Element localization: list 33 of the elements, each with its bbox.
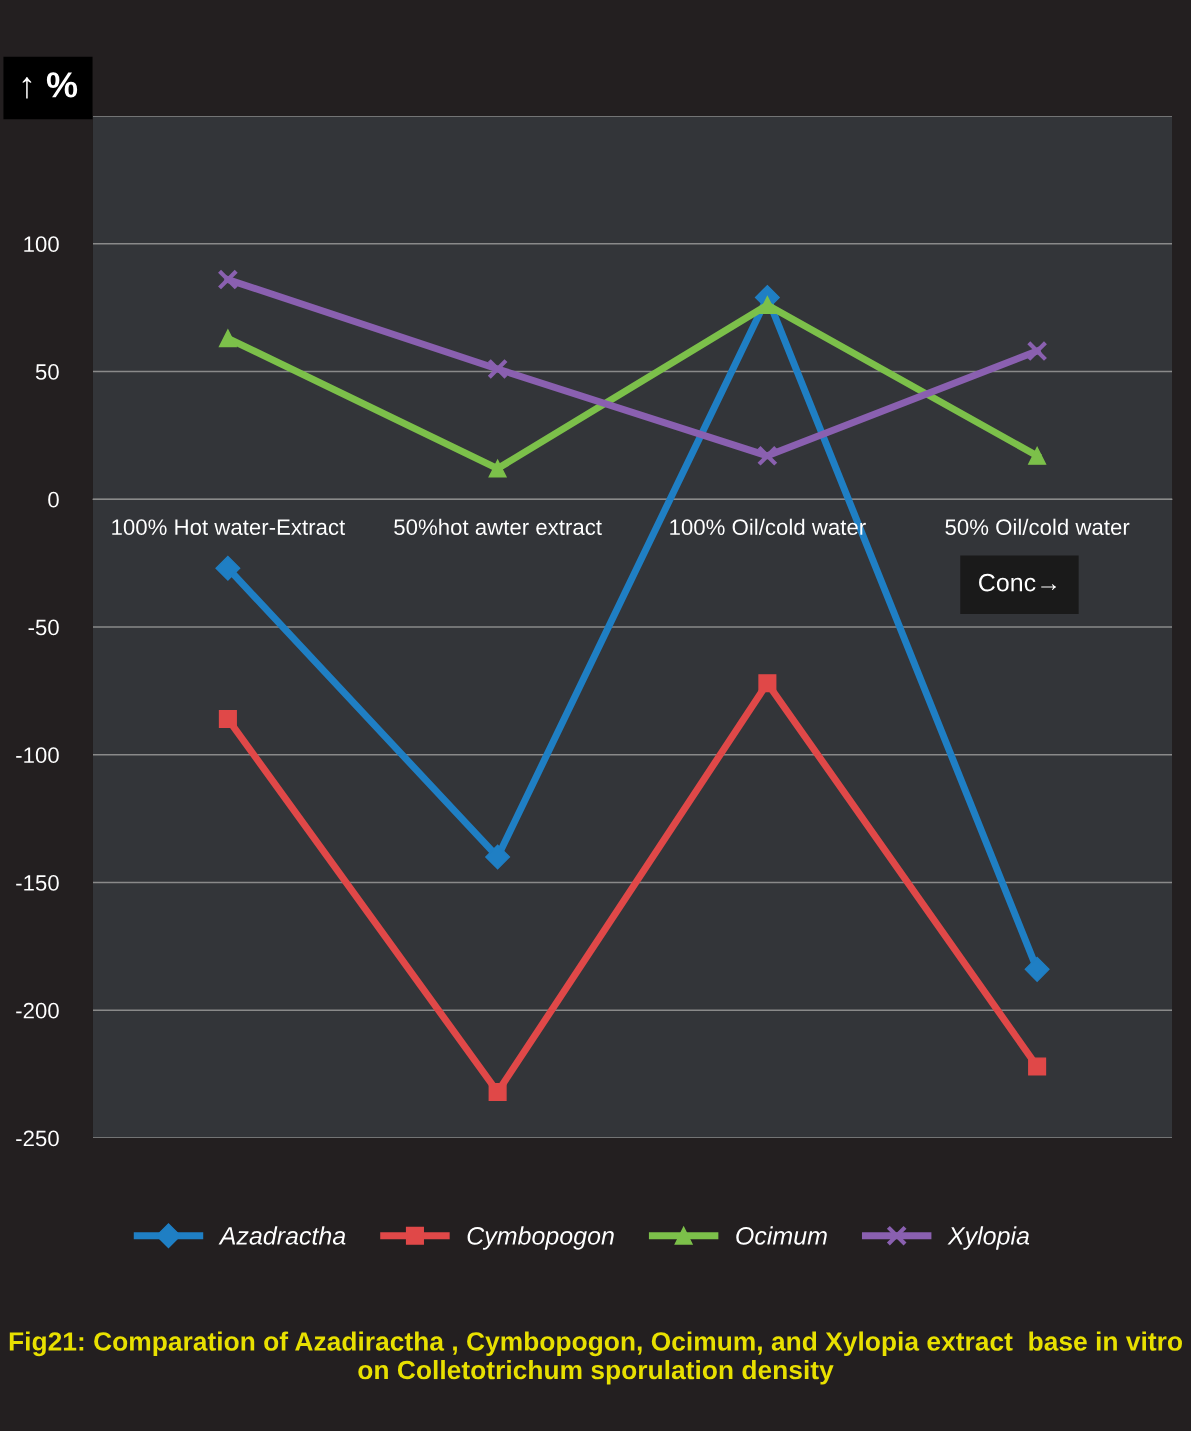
point (217, 269, 239, 290)
point (1026, 340, 1048, 362)
x-axis-title: Conc→ (979, 573, 1057, 592)
x-tick-label: 50%hot awter extract (394, 518, 602, 536)
y-tick-label: -150 (16, 875, 59, 891)
legend-label: Azadractha (218, 1226, 346, 1245)
point (488, 459, 507, 478)
point (758, 296, 777, 315)
point (487, 358, 509, 380)
legend-label: Ocimum (736, 1226, 827, 1245)
text: Fig21: Comparation of Azadiractha , Cymbopogon, Ocimum, and Xylopia extract base in vitro on Colletotrichum sporulation density (9, 1331, 1182, 1385)
y-tick-label: -200 (16, 1002, 59, 1019)
point (485, 844, 511, 870)
legend-label: Cymbopogon (467, 1226, 614, 1250)
x-tick-label: 100% Hot water-Extract (112, 519, 346, 536)
point (218, 709, 237, 729)
x-tick-label: 50% Oil/cold water (945, 518, 1130, 536)
y-tick-label: -100 (16, 747, 59, 764)
y-tick-label: 0 (48, 491, 59, 508)
point (1028, 446, 1047, 465)
y-tick-label: -50 (28, 619, 59, 636)
point (1028, 1057, 1047, 1076)
y-tick-label: 100 (24, 236, 59, 253)
y-tick-label: 50 (35, 364, 59, 380)
point (218, 329, 237, 348)
y-axis-title: ↑ % (22, 72, 78, 99)
y-tick-label: -250 (16, 1130, 59, 1147)
point (1024, 956, 1050, 982)
point (488, 1082, 507, 1102)
point (758, 674, 777, 693)
point (756, 445, 778, 467)
legend-label: Xylopia (947, 1226, 1030, 1250)
point (215, 555, 241, 581)
